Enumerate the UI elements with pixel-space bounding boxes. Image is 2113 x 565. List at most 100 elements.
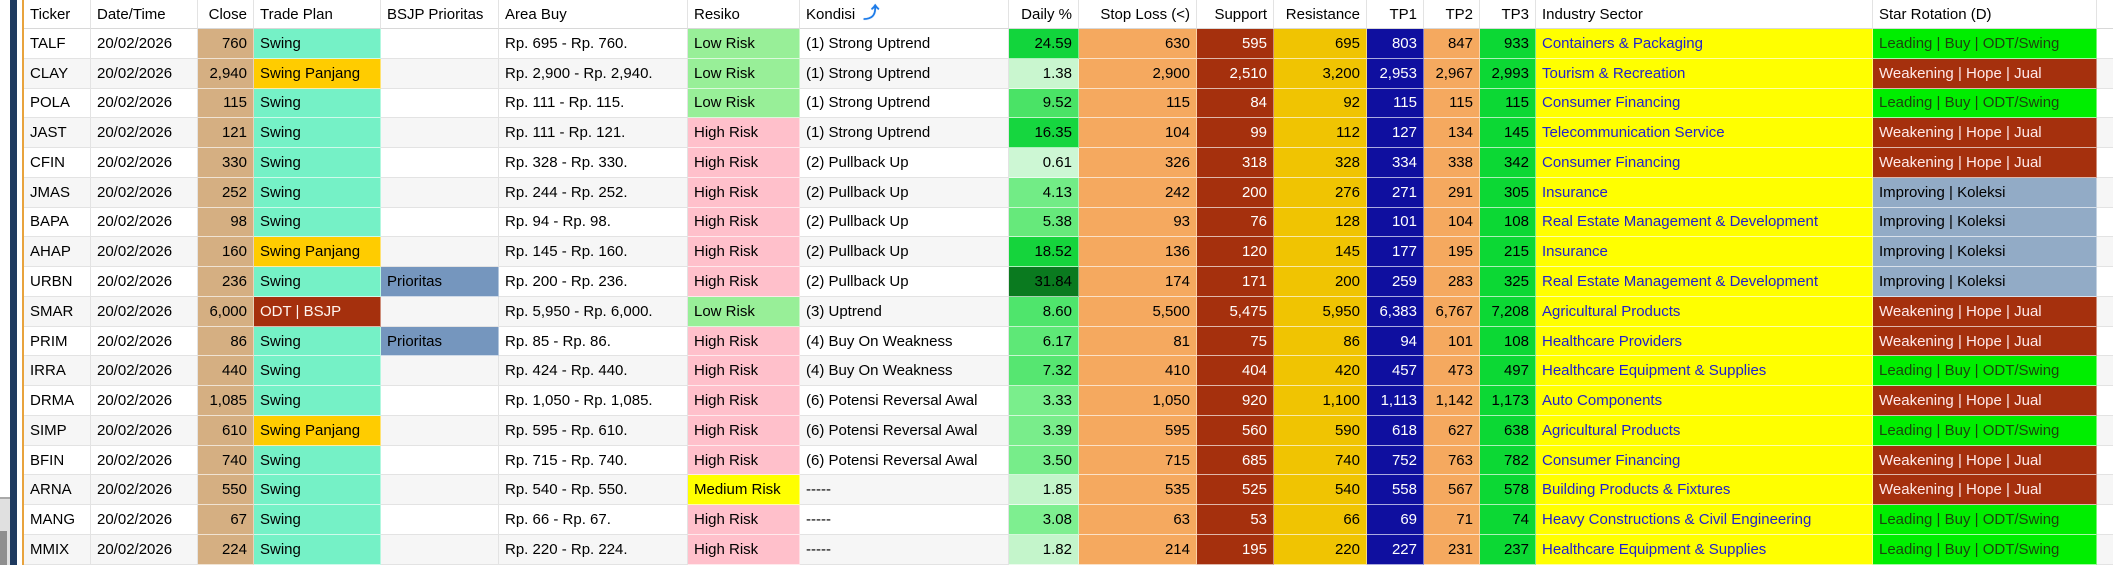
cell-tp3[interactable]: 108 <box>1480 207 1536 238</box>
cell-tp1[interactable]: 334 <box>1367 148 1424 178</box>
header-ticker[interactable]: Ticker <box>24 0 91 29</box>
cell-support[interactable]: 76 <box>1197 207 1274 238</box>
cell-industry-sector[interactable]: Consumer Financing <box>1536 148 1873 178</box>
cell-stop-loss[interactable]: 104 <box>1079 118 1197 149</box>
cell-bsjp-prioritas[interactable] <box>381 177 499 208</box>
cell-daily-pct[interactable]: 1.38 <box>1009 58 1079 89</box>
cell-tp2[interactable]: 104 <box>1424 207 1480 238</box>
cell-kondisi[interactable]: (1) Strong Uptrend <box>800 58 1009 89</box>
cell-close[interactable]: 2,940 <box>198 58 254 89</box>
cell-date[interactable]: 20/02/2026 <box>91 58 198 89</box>
cell-date[interactable]: 20/02/2026 <box>91 326 198 357</box>
cell-trade-plan[interactable]: Swing <box>254 88 381 119</box>
header-daily[interactable]: Daily % <box>1009 0 1079 29</box>
cell-date[interactable]: 20/02/2026 <box>91 29 198 59</box>
cell-stop-loss[interactable]: 93 <box>1079 207 1197 238</box>
cell-kondisi[interactable]: (2) Pullback Up <box>800 148 1009 178</box>
cell-tp3[interactable]: 237 <box>1480 535 1536 565</box>
cell-resistance[interactable]: 3,200 <box>1274 58 1367 89</box>
cell-trade-plan[interactable]: Swing Panjang <box>254 58 381 89</box>
cell-support[interactable]: 195 <box>1197 535 1274 565</box>
cell-support[interactable]: 595 <box>1197 29 1274 59</box>
cell-resiko[interactable]: Low Risk <box>688 296 800 327</box>
cell-gutter[interactable] <box>2097 118 2113 149</box>
cell-stop-loss[interactable]: 5,500 <box>1079 296 1197 327</box>
header-support[interactable]: Support <box>1197 0 1274 29</box>
cell-stop-loss[interactable]: 715 <box>1079 445 1197 476</box>
cell-ticker[interactable]: URBN <box>24 267 91 297</box>
cell-trade-plan[interactable]: Swing Panjang <box>254 415 381 446</box>
cell-area-buy[interactable]: Rp. 220 - Rp. 224. <box>499 535 688 565</box>
cell-close[interactable]: 610 <box>198 415 254 446</box>
cell-bsjp-prioritas[interactable] <box>381 475 499 506</box>
cell-tp2[interactable]: 473 <box>1424 356 1480 387</box>
cell-support[interactable]: 685 <box>1197 445 1274 476</box>
cell-area-buy[interactable]: Rp. 85 - Rp. 86. <box>499 326 688 357</box>
cell-kondisi[interactable]: ----- <box>800 535 1009 565</box>
cell-close[interactable]: 740 <box>198 445 254 476</box>
cell-ticker[interactable]: PRIM <box>24 326 91 357</box>
cell-kondisi[interactable]: (3) Uptrend <box>800 296 1009 327</box>
cell-industry-sector[interactable]: Telecommunication Service <box>1536 118 1873 149</box>
cell-ticker[interactable]: IRRA <box>24 356 91 387</box>
cell-tp1[interactable]: 457 <box>1367 356 1424 387</box>
cell-ticker[interactable]: CLAY <box>24 58 91 89</box>
cell-tp2[interactable]: 1,142 <box>1424 386 1480 416</box>
cell-tp1[interactable]: 115 <box>1367 88 1424 119</box>
cell-tp2[interactable]: 283 <box>1424 267 1480 297</box>
cell-ticker[interactable]: MANG <box>24 505 91 536</box>
header-gutter[interactable] <box>2097 0 2113 29</box>
cell-daily-pct[interactable]: 1.85 <box>1009 475 1079 506</box>
cell-tp1[interactable]: 69 <box>1367 505 1424 536</box>
cell-gutter[interactable] <box>2097 148 2113 178</box>
cell-star-rotation[interactable]: Weakening | Hope | Jual <box>1873 58 2097 89</box>
cell-ticker[interactable]: BAPA <box>24 207 91 238</box>
cell-resiko[interactable]: High Risk <box>688 237 800 268</box>
cell-kondisi[interactable]: (2) Pullback Up <box>800 237 1009 268</box>
cell-bsjp-prioritas[interactable] <box>381 535 499 565</box>
cell-tp1[interactable]: 803 <box>1367 29 1424 59</box>
cell-trade-plan[interactable]: Swing <box>254 118 381 149</box>
cell-tp2[interactable]: 231 <box>1424 535 1480 565</box>
cell-tp2[interactable]: 338 <box>1424 148 1480 178</box>
cell-stop-loss[interactable]: 326 <box>1079 148 1197 178</box>
cell-star-rotation[interactable]: Leading | Buy | ODT/Swing <box>1873 356 2097 387</box>
cell-bsjp-prioritas[interactable] <box>381 118 499 149</box>
cell-gutter[interactable] <box>2097 58 2113 89</box>
cell-kondisi[interactable]: (4) Buy On Weakness <box>800 326 1009 357</box>
cell-kondisi[interactable]: (2) Pullback Up <box>800 177 1009 208</box>
cell-tp2[interactable]: 134 <box>1424 118 1480 149</box>
cell-trade-plan[interactable]: ODT | BSJP <box>254 296 381 327</box>
cell-star-rotation[interactable]: Weakening | Hope | Jual <box>1873 118 2097 149</box>
cell-kondisi[interactable]: (1) Strong Uptrend <box>800 88 1009 119</box>
cell-resiko[interactable]: High Risk <box>688 535 800 565</box>
cell-stop-loss[interactable]: 174 <box>1079 267 1197 297</box>
cell-tp2[interactable]: 6,767 <box>1424 296 1480 327</box>
cell-stop-loss[interactable]: 1,050 <box>1079 386 1197 416</box>
cell-industry-sector[interactable]: Healthcare Equipment & Supplies <box>1536 535 1873 565</box>
cell-resistance[interactable]: 92 <box>1274 88 1367 119</box>
cell-resistance[interactable]: 740 <box>1274 445 1367 476</box>
cell-tp3[interactable]: 7,208 <box>1480 296 1536 327</box>
cell-tp3[interactable]: 1,173 <box>1480 386 1536 416</box>
cell-industry-sector[interactable]: Healthcare Equipment & Supplies <box>1536 356 1873 387</box>
cell-tp3[interactable]: 933 <box>1480 29 1536 59</box>
cell-date[interactable]: 20/02/2026 <box>91 207 198 238</box>
cell-stop-loss[interactable]: 2,900 <box>1079 58 1197 89</box>
cell-industry-sector[interactable]: Real Estate Management & Development <box>1536 267 1873 297</box>
cell-kondisi[interactable]: (6) Potensi Reversal Awal <box>800 445 1009 476</box>
cell-ticker[interactable]: POLA <box>24 88 91 119</box>
cell-bsjp-prioritas[interactable] <box>381 386 499 416</box>
cell-resiko[interactable]: High Risk <box>688 267 800 297</box>
cell-area-buy[interactable]: Rp. 1,050 - Rp. 1,085. <box>499 386 688 416</box>
cell-tp1[interactable]: 752 <box>1367 445 1424 476</box>
cell-area-buy[interactable]: Rp. 111 - Rp. 121. <box>499 118 688 149</box>
cell-tp3[interactable]: 578 <box>1480 475 1536 506</box>
cell-star-rotation[interactable]: Weakening | Hope | Jual <box>1873 475 2097 506</box>
cell-date[interactable]: 20/02/2026 <box>91 505 198 536</box>
cell-ticker[interactable]: AHAP <box>24 237 91 268</box>
cell-resistance[interactable]: 590 <box>1274 415 1367 446</box>
cell-area-buy[interactable]: Rp. 145 - Rp. 160. <box>499 237 688 268</box>
cell-gutter[interactable] <box>2097 88 2113 119</box>
cell-area-buy[interactable]: Rp. 2,900 - Rp. 2,940. <box>499 58 688 89</box>
